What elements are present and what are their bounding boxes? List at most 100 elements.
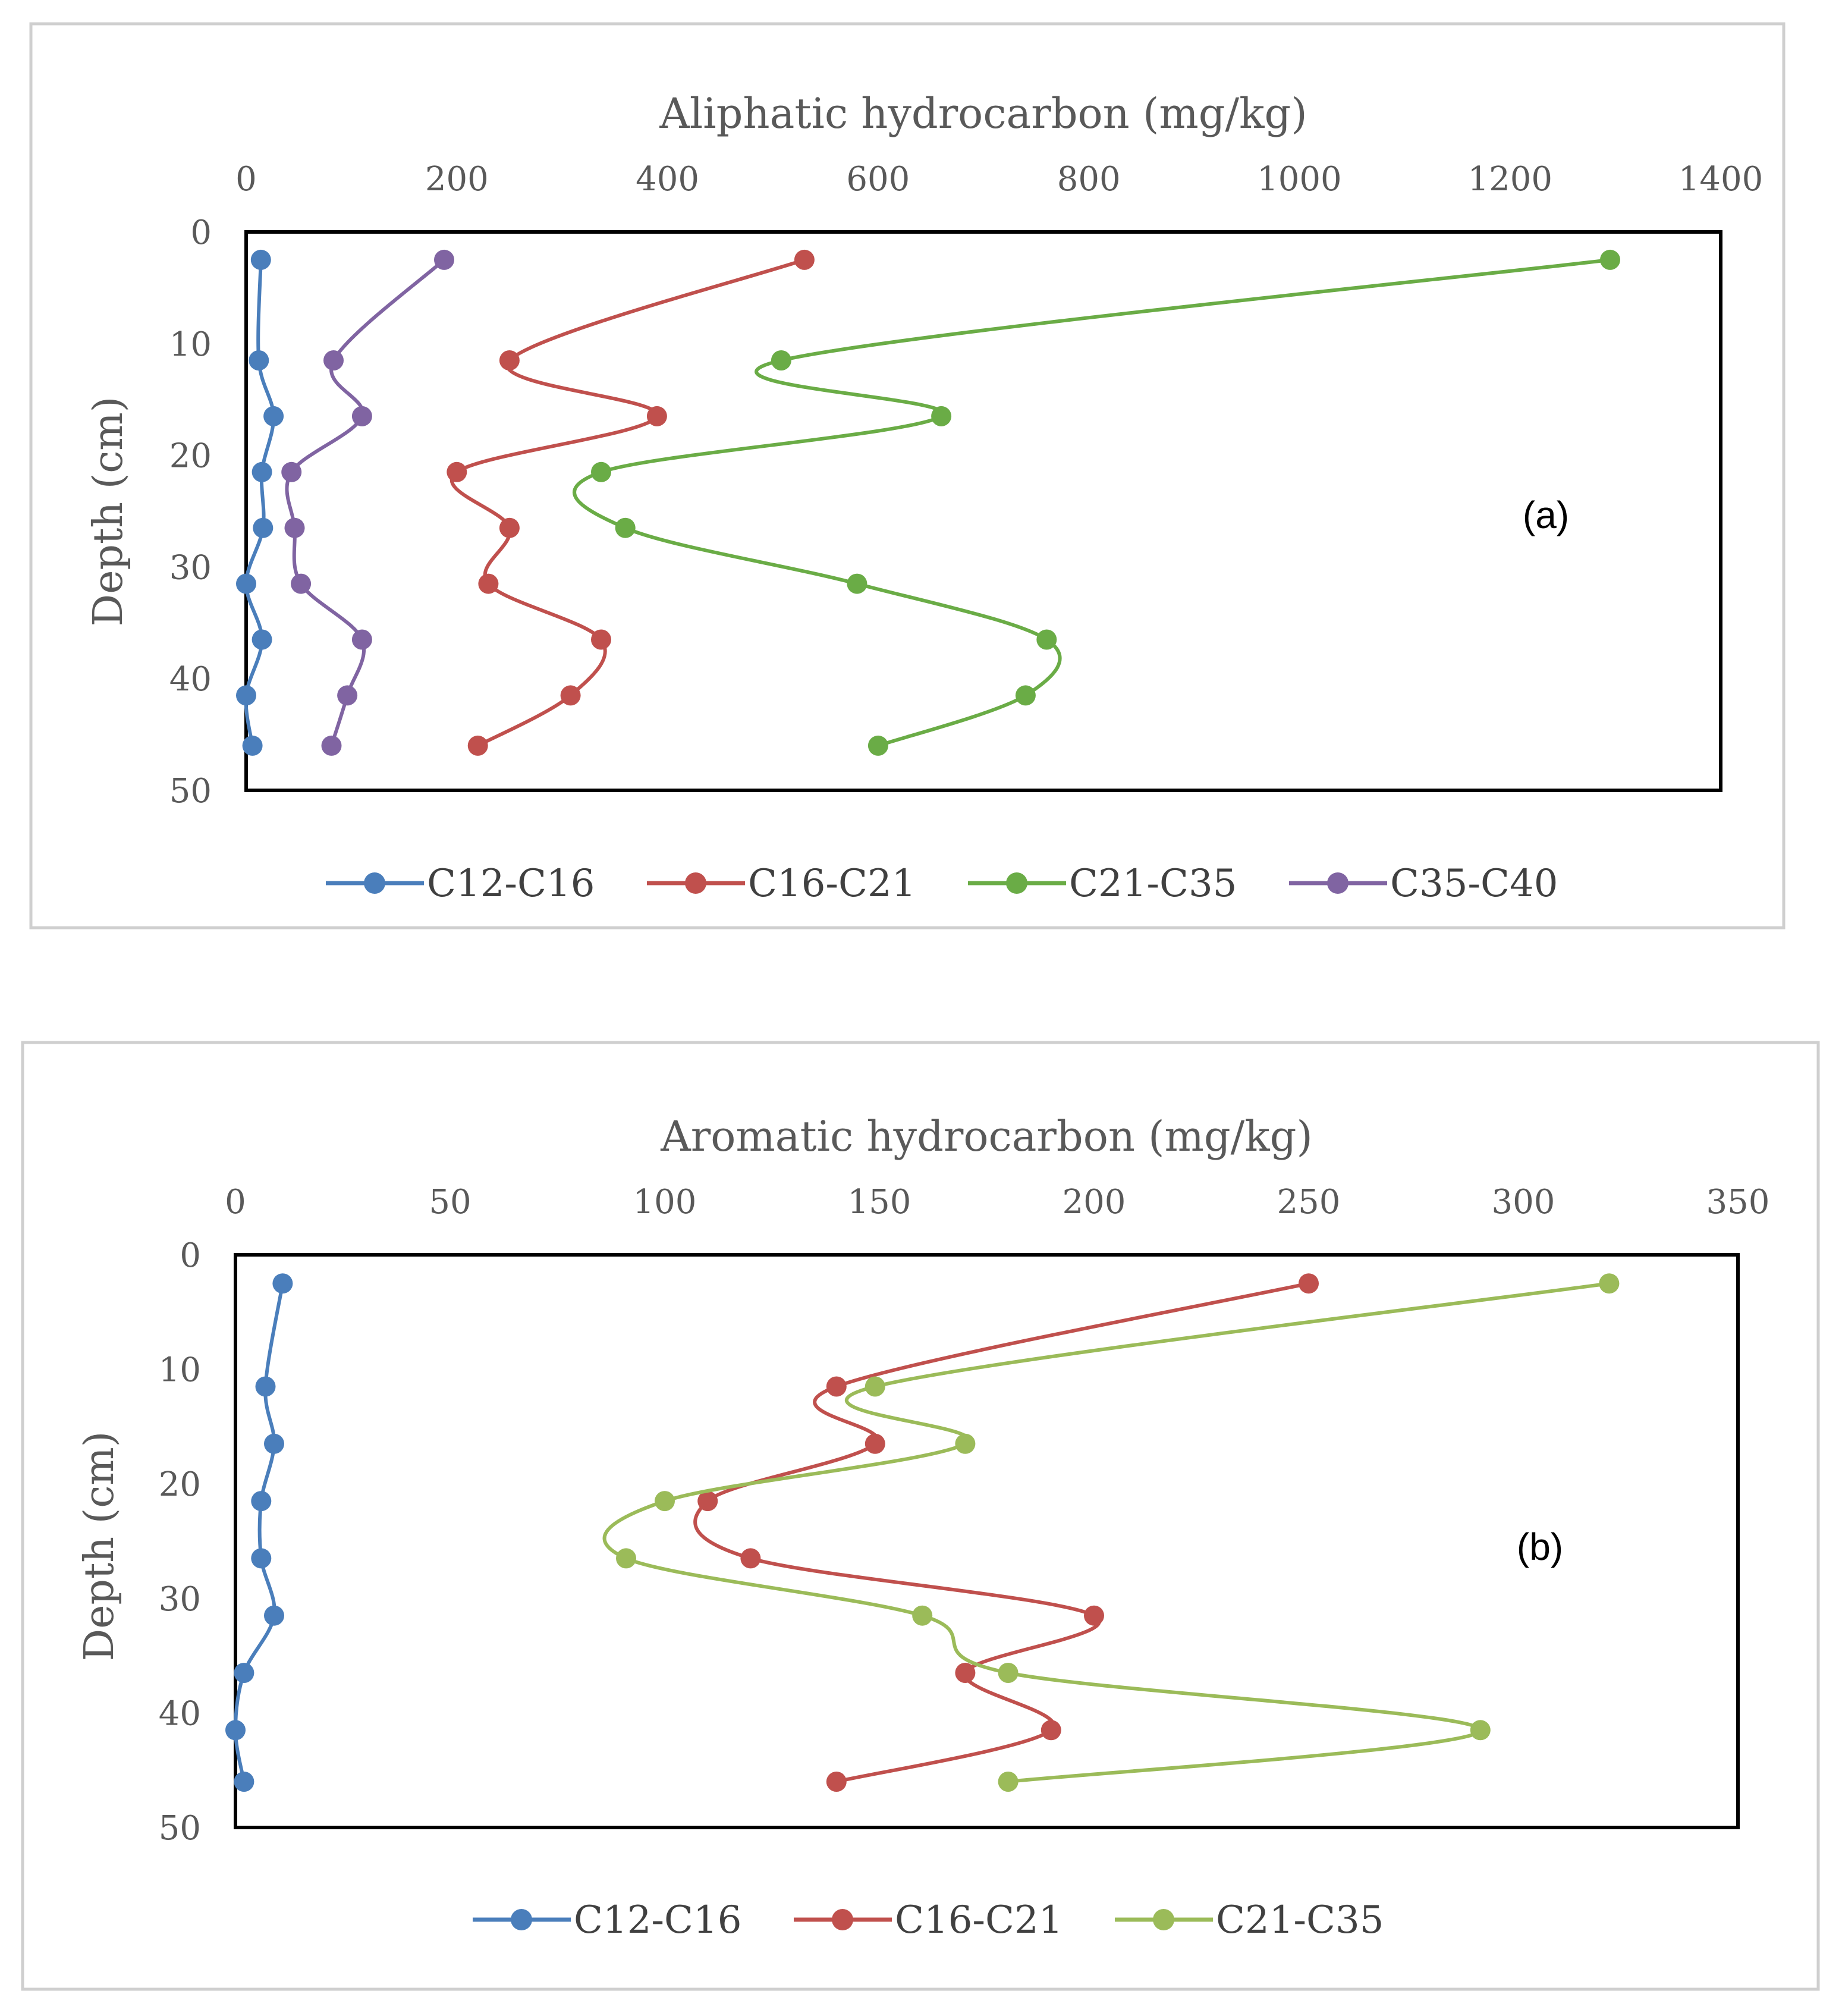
y-tick-label: 50 — [159, 1809, 201, 1848]
data-point-c16-c21 — [499, 517, 520, 538]
data-point-c16-c21 — [499, 350, 520, 370]
x-tick-label: 600 — [846, 160, 910, 199]
chart-panel-1: Aliphatic hydrocarbon (mg/kg)0 200 400 600 8… — [29, 22, 1786, 930]
plot-area-border — [244, 230, 1722, 792]
data-point-c16-c21 — [560, 685, 581, 706]
legend-label: C21-C35 — [1216, 1898, 1384, 1942]
x-tick-label: 1400 — [1678, 160, 1764, 199]
data-point-c35-c40 — [284, 517, 305, 538]
y-tick-label: 50 — [169, 772, 212, 811]
data-point-c35-c40 — [281, 461, 302, 482]
data-point-c16-c21 — [697, 1491, 718, 1512]
legend-label: C16-C21 — [748, 862, 916, 906]
data-point-c35-c40 — [323, 350, 344, 370]
y-tick-label: 0 — [180, 1236, 201, 1275]
x-tick-label: 100 — [633, 1183, 697, 1221]
data-point-c21-c35 — [847, 573, 867, 594]
data-point-c12-c16 — [250, 249, 271, 270]
series-c16-c21 — [693, 1273, 1319, 1792]
series-c35-c40 — [281, 249, 454, 756]
data-point-c12-c16 — [234, 1663, 254, 1683]
legend-label: C12-C16 — [574, 1898, 741, 1942]
x-axis-title: Aromatic hydrocarbon (mg/kg) — [660, 1112, 1313, 1161]
data-point-c16-c21 — [1084, 1605, 1104, 1626]
y-tick-label: 10 — [169, 325, 212, 364]
data-point-c16-c21 — [1299, 1273, 1319, 1294]
data-point-c12-c16 — [264, 1605, 284, 1626]
data-point-c21-c35 — [998, 1772, 1019, 1792]
x-tick-label: 350 — [1706, 1183, 1770, 1221]
chart-frame — [21, 1041, 1820, 1991]
x-tick-label: 300 — [1492, 1183, 1555, 1221]
legend-item-c21-c35: C21-C35 — [1115, 1898, 1384, 1942]
data-point-c12-c16 — [249, 350, 269, 370]
data-point-c35-c40 — [321, 735, 342, 756]
data-point-c12-c16 — [236, 573, 256, 594]
legend-marker — [1153, 1909, 1174, 1930]
data-point-c16-c21 — [794, 249, 815, 270]
legend: C12-C16 C16-C21 C21-C35 — [473, 1898, 1384, 1942]
data-point-c12-c16 — [253, 517, 274, 538]
data-point-c21-c35 — [615, 517, 636, 538]
data-point-c12-c16 — [264, 1433, 284, 1454]
data-point-c21-c35 — [955, 1433, 976, 1454]
y-tick-label: 30 — [159, 1580, 201, 1619]
y-axis-title: Depth (cm) — [76, 1431, 123, 1662]
y-tick-label: 10 — [159, 1351, 201, 1390]
series-c16-c21 — [447, 249, 815, 756]
legend-label: C12-C16 — [427, 862, 595, 906]
x-tick-label: 800 — [1057, 160, 1121, 199]
data-point-c35-c40 — [434, 249, 454, 270]
legend: C12-C16 C16-C21 C21-C35 C35-C40 — [326, 862, 1558, 906]
plot-area-border — [234, 1253, 1740, 1829]
x-tick-label: 0 — [225, 1183, 246, 1221]
x-tick-label: 200 — [425, 160, 489, 199]
data-point-c12-c16 — [236, 685, 256, 706]
data-point-c21-c35 — [865, 1376, 885, 1397]
x-tick-label: 200 — [1063, 1183, 1126, 1221]
data-point-c16-c21 — [478, 573, 499, 594]
x-tick-label: 50 — [429, 1183, 471, 1221]
legend-marker — [1006, 872, 1027, 894]
legend-marker — [511, 1909, 532, 1930]
data-point-c21-c35 — [931, 406, 952, 426]
data-point-c12-c16 — [234, 1772, 254, 1792]
data-point-c12-c16 — [263, 406, 284, 426]
data-point-c12-c16 — [251, 1548, 272, 1569]
x-tick-label: 0 — [235, 160, 257, 199]
series-c21-c35 — [573, 249, 1620, 756]
data-point-c35-c40 — [291, 573, 312, 594]
x-tick-label: 250 — [1277, 1183, 1341, 1221]
data-point-c16-c21 — [826, 1772, 847, 1792]
data-point-c21-c35 — [1600, 249, 1620, 270]
y-axis-title: Depth (cm) — [85, 397, 132, 627]
legend-marker — [685, 872, 706, 894]
data-point-c16-c21 — [447, 461, 467, 482]
series-c12-c16 — [236, 249, 284, 756]
y-tick-label: 20 — [169, 437, 212, 476]
y-tick-label: 30 — [169, 548, 212, 587]
legend-item-c12-c16: C12-C16 — [473, 1898, 741, 1942]
data-point-c16-c21 — [646, 406, 667, 426]
legend-item-c12-c16: C12-C16 — [326, 862, 595, 906]
data-point-c12-c16 — [225, 1720, 246, 1741]
y-tick-label: 20 — [159, 1465, 201, 1504]
data-point-c21-c35 — [616, 1548, 636, 1569]
legend-label: C16-C21 — [895, 1898, 1063, 1942]
data-point-c21-c35 — [867, 735, 888, 756]
data-point-c21-c35 — [1470, 1720, 1491, 1741]
series-c21-c35 — [602, 1273, 1620, 1792]
legend-label: C21-C35 — [1069, 862, 1237, 906]
x-tick-label: 1200 — [1467, 160, 1552, 199]
legend-item-c16-c21: C16-C21 — [794, 1898, 1063, 1942]
data-point-c16-c21 — [826, 1376, 847, 1397]
data-point-c16-c21 — [740, 1548, 761, 1569]
x-axis-title: Aliphatic hydrocarbon (mg/kg) — [659, 89, 1307, 138]
data-point-c16-c21 — [865, 1433, 885, 1454]
legend-marker — [1327, 872, 1349, 894]
data-point-c21-c35 — [1599, 1273, 1620, 1294]
x-tick-label: 1000 — [1257, 160, 1342, 199]
data-point-c35-c40 — [351, 406, 372, 426]
data-point-c21-c35 — [912, 1605, 933, 1626]
